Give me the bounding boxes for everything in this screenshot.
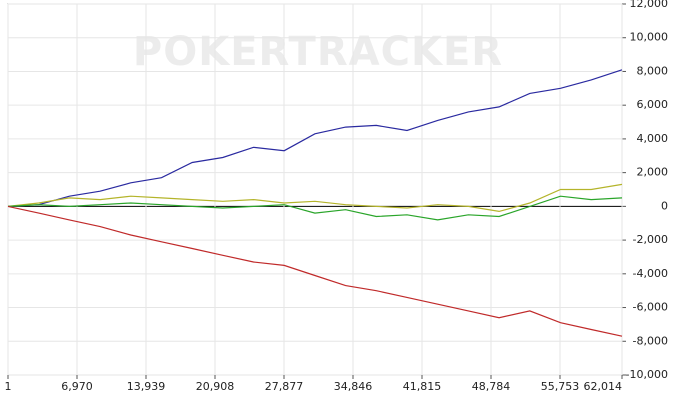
y-tick-label: -10,000 [626, 368, 668, 381]
x-tick-label: 62,014 [584, 380, 623, 393]
x-tick-label: 27,877 [265, 380, 304, 393]
x-tick-label: 1 [5, 380, 12, 393]
series-line [7, 69, 623, 207]
y-tick-label: -8,000 [633, 334, 668, 347]
y-tick-label: 2,000 [637, 166, 669, 179]
series-line [7, 205, 623, 337]
x-tick-label: 41,815 [403, 380, 442, 393]
x-tick-label: 34,846 [334, 380, 373, 393]
y-tick-label: 6,000 [637, 98, 669, 111]
y-tick-label: 12,000 [630, 0, 669, 10]
series-line [7, 195, 623, 221]
x-tick-label: 6,970 [61, 380, 93, 393]
y-tick-label: 10,000 [630, 31, 669, 44]
y-tick-label: -6,000 [633, 301, 668, 314]
y-tick-label: 4,000 [637, 132, 669, 145]
series-line [7, 183, 623, 213]
y-tick-label: 0 [661, 199, 668, 212]
x-tick-label: 55,753 [541, 380, 580, 393]
x-tick-label: 20,908 [196, 380, 235, 393]
y-tick-label: -2,000 [633, 233, 668, 246]
y-tick-label: 8,000 [637, 64, 669, 77]
watermark: POKERTRACKER [133, 29, 503, 75]
y-tick-label: -4,000 [633, 267, 668, 280]
x-tick-label: 48,784 [472, 380, 511, 393]
x-tick-label: 13,939 [127, 380, 166, 393]
